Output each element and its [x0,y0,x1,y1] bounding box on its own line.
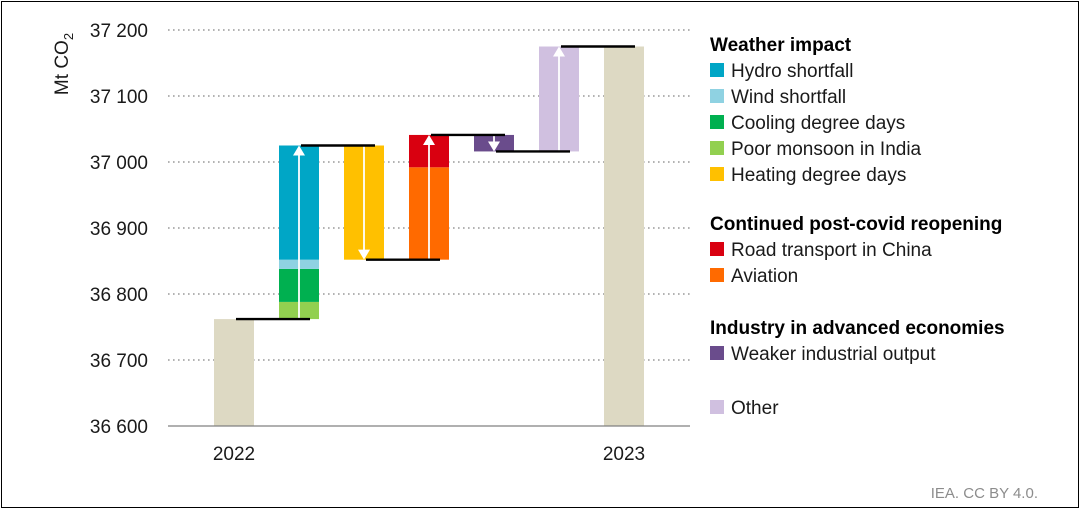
y-tick-label: 36 700 [90,351,148,372]
x-tick-label: 2022 [213,444,255,465]
y-tick-label: 36 600 [90,417,148,438]
bar-segment-total [604,46,644,426]
legend-label: Heating degree days [731,165,906,186]
legend-group-title: Continued post-covid reopening [710,214,1002,235]
legend-swatch-hydro [710,63,724,77]
legend-label: Wind shortfall [731,87,846,108]
y-axis-label: Mt CO2 [52,33,76,95]
legend-label: Poor monsoon in India [731,139,922,160]
y-tick-labels: 36 600 36 700 36 800 36 900 37 000 37 100 37 2… [90,21,148,438]
credit-text: IEA. CC BY 4.0. [931,485,1038,502]
legend-label: Road transport in China [731,240,932,261]
arrow-up [293,145,305,320]
y-tick-label: 37 100 [90,87,148,108]
y-axis-label-subscript: 2 [61,33,76,40]
legend-label: Cooling degree days [731,113,905,134]
legend-swatch-wind [710,89,724,103]
legend-swatch-cooling [710,115,724,129]
legend-group-title: Industry in advanced economies [710,318,1005,339]
legend-label: Hydro shortfall [731,61,854,82]
legend-swatch-other [710,400,724,414]
legend-swatch-aviation [710,268,724,282]
arrows [293,46,565,320]
legend-label: Other [731,398,779,419]
arrow-up [423,134,435,260]
y-tick-label: 36 800 [90,285,148,306]
connectors [236,45,635,321]
legend-group-title: Weather impact [710,35,852,56]
legend-label: Aviation [731,266,798,287]
x-tick-label: 2023 [603,444,645,465]
arrow-down [488,134,500,152]
y-tick-label: 37 200 [90,21,148,42]
y-axis-label-main: Mt CO [52,40,73,95]
legend-swatch-road [710,242,724,256]
legend-label: Weaker industrial output [731,344,936,365]
bar-segment-total [214,319,254,426]
arrow-down [358,145,370,260]
legend-swatch-heating [710,167,724,181]
x-tick-labels: 2022 2023 [213,444,645,465]
legend: Weather impact Hydro shortfall Wind shortf… [710,35,1005,419]
y-tick-label: 36 900 [90,219,148,240]
legend-swatch-monsoon [710,141,724,155]
arrow-up [553,46,565,152]
legend-swatch-industry [710,346,724,360]
y-tick-label: 37 000 [90,153,148,174]
